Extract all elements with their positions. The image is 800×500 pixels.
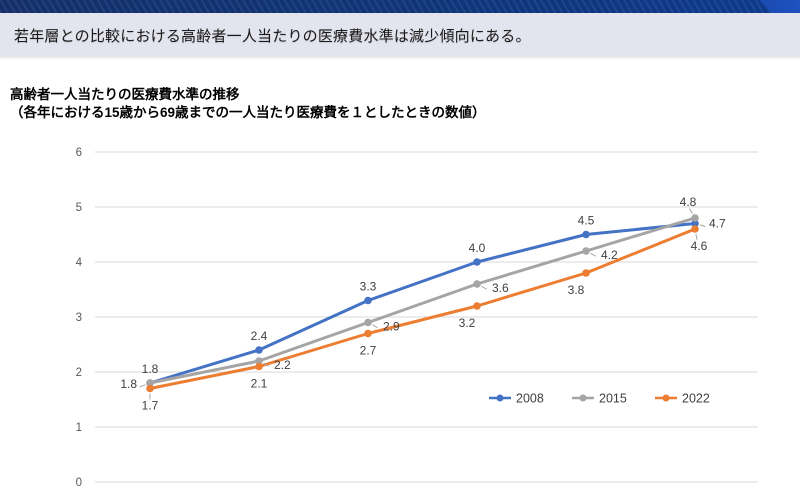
data-point-marker — [582, 230, 590, 239]
data-point-marker — [364, 296, 372, 305]
data-point-marker — [691, 219, 699, 228]
legend: 2008 2015 2022 — [489, 392, 710, 406]
label-leader-line — [695, 233, 698, 240]
legend-label: 2008 — [516, 392, 544, 406]
chart-subtitle: （各年における15歳から69歳までの一人当たり医療費を１としたときの数値） — [10, 104, 486, 120]
label-leader-line — [590, 252, 596, 257]
data-label: 2.9 — [383, 320, 400, 334]
y-tick-label: 6 — [76, 147, 82, 159]
data-label: 4.7 — [709, 217, 726, 231]
top-bar-accent-shape — [759, 0, 800, 13]
legend-marker — [662, 394, 670, 402]
data-point-marker — [582, 269, 590, 277]
data-label: 1.7 — [142, 399, 159, 413]
series-2022 — [146, 225, 699, 393]
legend-marker — [496, 394, 504, 402]
top-decoration-bar — [0, 0, 800, 13]
legend-marker — [579, 394, 587, 402]
data-point-marker — [582, 247, 590, 255]
headline-banner: 若年層との比較における高齢者一人当たりの医療費水準は減少傾向にある。 — [0, 13, 800, 57]
legend-item-2008: 2008 — [489, 392, 544, 406]
data-point-marker — [255, 357, 263, 365]
data-point-marker — [691, 214, 699, 222]
data-label: 3.8 — [568, 283, 585, 297]
data-labels: 1.8 2.4 3.3 4.0 4.5 4.7 1.8 2.2 2.9 3.6 4.2 4.8 1.7 2… — [120, 195, 726, 413]
chart-title: 高齢者一人当たりの医療費水準の推移 — [10, 87, 240, 102]
data-point-marker — [473, 258, 481, 266]
series-2015 — [146, 214, 699, 387]
label-leader-line — [263, 362, 269, 367]
data-label: 2.2 — [274, 358, 291, 372]
y-tick-label: 2 — [76, 367, 82, 379]
series-lines — [146, 214, 699, 393]
legend-item-2022: 2022 — [655, 392, 710, 406]
data-point-marker — [146, 384, 154, 393]
data-point-marker — [473, 302, 481, 310]
data-label: 4.8 — [680, 195, 697, 209]
legend-label: 2022 — [682, 392, 710, 406]
data-point-marker — [255, 362, 263, 371]
legend-label: 2015 — [599, 392, 627, 406]
data-label: 2.1 — [251, 377, 268, 391]
label-leader-line — [372, 324, 378, 329]
data-label: 1.8 — [120, 377, 137, 391]
data-point-marker — [364, 318, 372, 327]
y-axis-tick-labels: 0 1 2 3 4 5 6 — [76, 147, 83, 489]
chart-title-block: 高齢者一人当たりの医療費水準の推移 （各年における15歳から69歳までの一人当た… — [10, 86, 486, 121]
headline-text: 若年層との比較における高齢者一人当たりの医療費水準は減少傾向にある。 — [14, 27, 531, 45]
top-bar-stripe-texture — [0, 0, 800, 13]
data-point-marker — [255, 346, 263, 354]
y-tick-label: 0 — [76, 477, 82, 489]
data-label: 3.6 — [492, 281, 509, 295]
data-label: 4.0 — [469, 241, 486, 255]
data-point-marker — [473, 280, 481, 288]
legend-item-2015: 2015 — [572, 392, 627, 406]
gridlines — [95, 151, 758, 483]
data-point-marker — [146, 379, 154, 387]
data-label: 3.2 — [459, 316, 476, 330]
data-label: 2.4 — [251, 329, 268, 343]
label-leader-line — [139, 384, 146, 388]
data-label: 3.3 — [360, 280, 377, 294]
label-leader-line — [699, 224, 706, 228]
data-point-marker — [691, 225, 699, 233]
y-tick-label: 5 — [76, 202, 82, 214]
y-tick-label: 1 — [76, 422, 82, 434]
data-point-marker — [364, 329, 372, 338]
label-leader-line — [481, 285, 487, 290]
y-tick-label: 3 — [76, 312, 82, 324]
data-label: 2.7 — [360, 344, 377, 358]
data-label: 4.2 — [601, 248, 618, 262]
data-label: 1.8 — [142, 362, 159, 376]
label-leader-line — [689, 208, 693, 214]
data-label: 4.6 — [691, 239, 708, 253]
data-label: 4.5 — [578, 214, 595, 228]
y-tick-label: 4 — [76, 257, 83, 269]
